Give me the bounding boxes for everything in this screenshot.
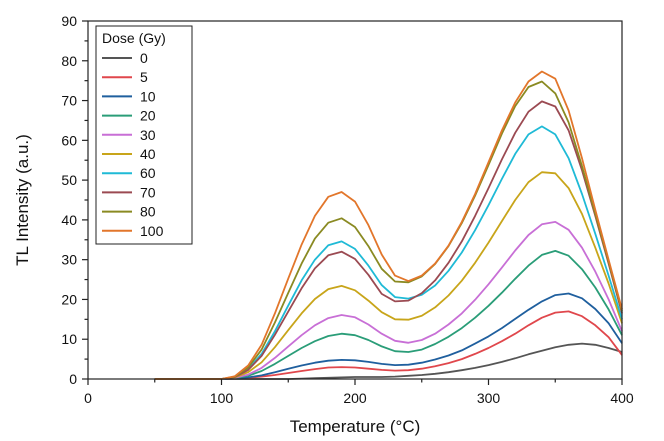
legend: Dose (Gy) 0 5 10 20 30 40 60 70 80 100 — [95, 25, 193, 245]
legend-title: Dose (Gy) — [102, 30, 166, 46]
series-line-70 — [154, 100, 623, 380]
y-tick-label: 90 — [61, 13, 77, 29]
x-tick-label: 100 — [210, 390, 234, 406]
x-tick-label: 0 — [84, 390, 92, 406]
series-line-100 — [154, 70, 623, 380]
legend-label-10: 10 — [140, 88, 156, 104]
y-tick-label: 20 — [61, 291, 77, 307]
y-tick-label: 40 — [61, 212, 77, 228]
x-tick-label: 400 — [610, 390, 634, 406]
legend-items: 0 5 10 20 30 40 60 70 80 100 — [102, 50, 164, 239]
x-axis-title: Temperature (°C) — [290, 417, 421, 436]
legend-label-0: 0 — [140, 50, 148, 66]
y-tick-label: 50 — [61, 172, 77, 188]
legend-label-70: 70 — [140, 184, 156, 200]
legend-label-60: 60 — [140, 165, 156, 181]
series-line-10 — [154, 292, 623, 380]
series-line-30 — [154, 221, 623, 380]
legend-label-30: 30 — [140, 127, 156, 143]
x-tick-label: 300 — [477, 390, 501, 406]
series-line-5 — [154, 310, 623, 380]
x-tick-label: 200 — [343, 390, 367, 406]
legend-label-80: 80 — [140, 204, 156, 220]
legend-label-40: 40 — [140, 146, 156, 162]
y-tick-label: 70 — [61, 93, 77, 109]
series-line-40 — [154, 171, 623, 380]
series-line-80 — [154, 80, 623, 380]
y-tick-label: 30 — [61, 252, 77, 268]
y-tick-label: 80 — [61, 53, 77, 69]
legend-label-5: 5 — [140, 69, 148, 85]
legend-label-100: 100 — [140, 223, 164, 239]
legend-label-20: 20 — [140, 108, 156, 124]
series-line-20 — [154, 250, 623, 380]
y-tick-label: 10 — [61, 331, 77, 347]
y-tick-label: 60 — [61, 132, 77, 148]
y-tick-label: 0 — [69, 371, 77, 387]
y-axis-title: TL Intensity (a.u.) — [13, 134, 32, 266]
series-layer — [154, 70, 623, 380]
